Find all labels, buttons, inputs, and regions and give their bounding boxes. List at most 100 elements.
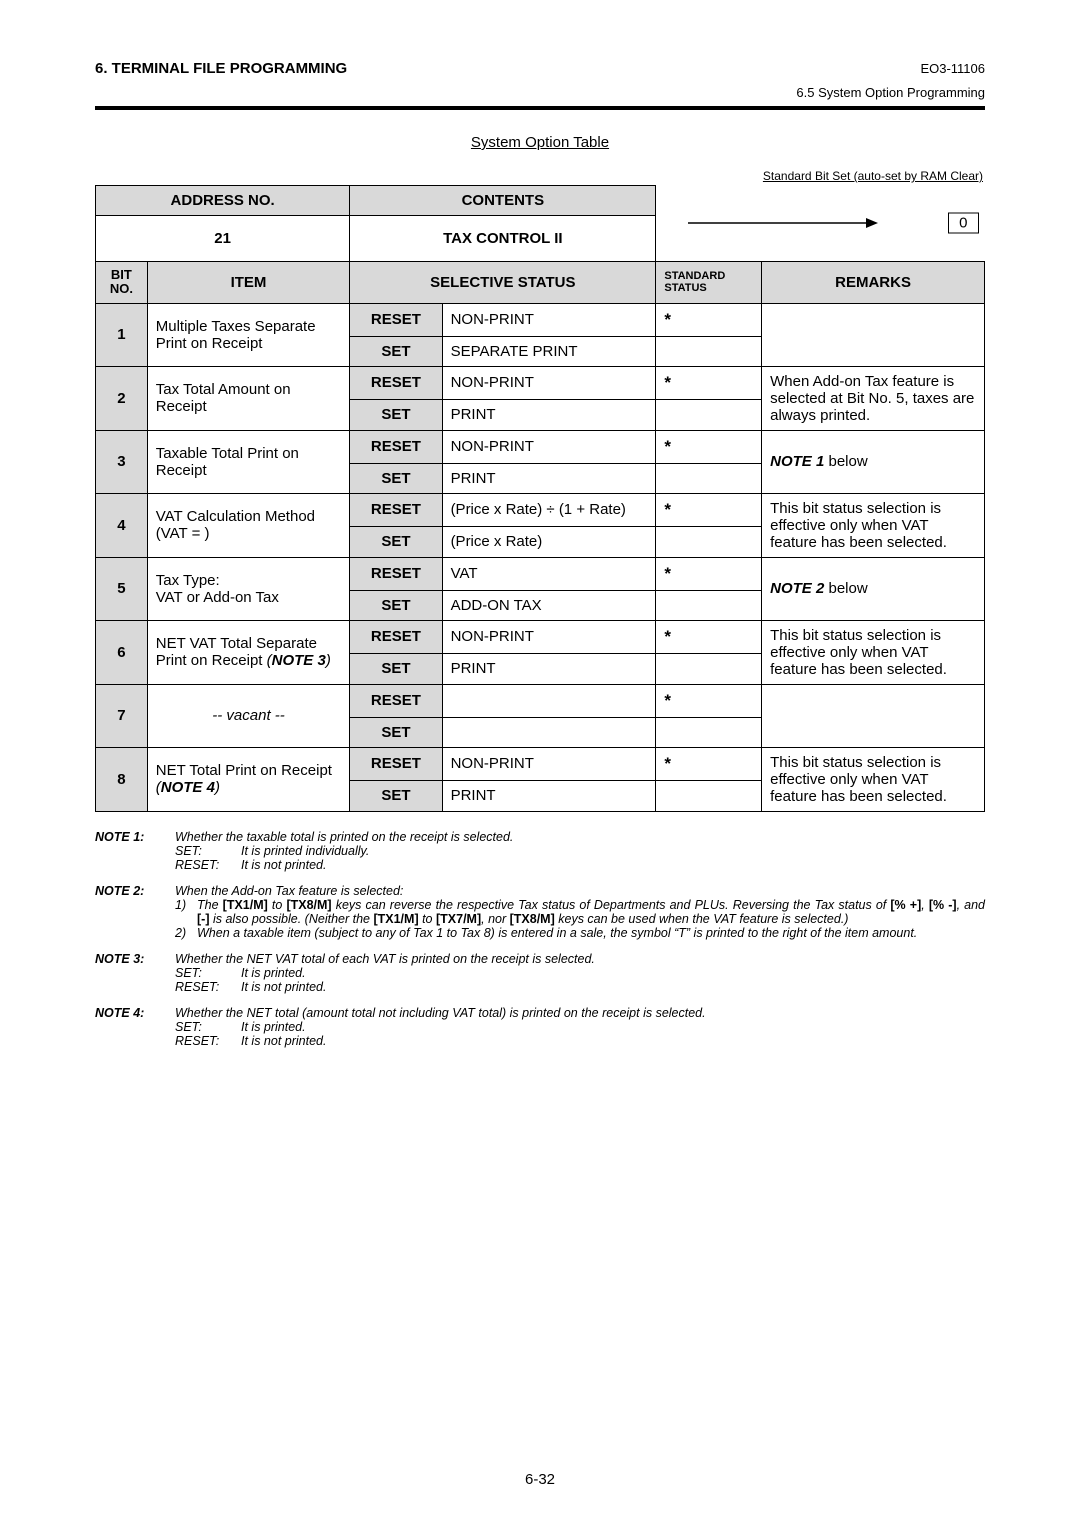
doc-code: EO3-11106 <box>920 61 985 76</box>
address-value: 21 <box>96 216 350 262</box>
reset-value <box>442 684 656 717</box>
set-value <box>442 717 656 747</box>
standard-status-star: * <box>656 303 762 336</box>
reset-label: RESET <box>350 620 442 654</box>
remarks-cell: This bit status selection is effective o… <box>762 620 985 684</box>
note-body: Whether the NET total (amount total not … <box>175 1006 985 1048</box>
set-label: SET <box>350 527 442 557</box>
bit-no: 7 <box>96 684 148 747</box>
reset-value: NON-PRINT <box>442 366 656 400</box>
table-title: System Option Table <box>95 134 985 151</box>
reset-label: RESET <box>350 684 442 717</box>
contents-value: TAX CONTROL II <box>350 216 656 262</box>
reset-label: RESET <box>350 303 442 336</box>
sub-section: 6.5 System Option Programming <box>95 85 985 100</box>
notes-section: NOTE 1:Whether the taxable total is prin… <box>95 830 985 1048</box>
set-label: SET <box>350 654 442 684</box>
remarks-cell: When Add-on Tax feature is selected at B… <box>762 366 985 430</box>
header-rule <box>95 106 985 110</box>
col-selective-status: SELECTIVE STATUS <box>350 262 656 304</box>
item-cell: VAT Calculation Method (VAT = ) <box>147 493 350 557</box>
set-label: SET <box>350 463 442 493</box>
set-value: PRINT <box>442 781 656 811</box>
standard-status-empty <box>656 590 762 620</box>
col-bit-no: BIT NO. <box>96 262 148 304</box>
standard-status-empty <box>656 781 762 811</box>
set-label: SET <box>350 781 442 811</box>
standard-status-star: * <box>656 557 762 590</box>
reset-value: VAT <box>442 557 656 590</box>
item-cell: -- vacant -- <box>147 684 350 747</box>
bit-no: 4 <box>96 493 148 557</box>
standard-status-empty <box>656 463 762 493</box>
set-value: (Price x Rate) <box>442 527 656 557</box>
option-table: ADDRESS NO. CONTENTS 0 21 TAX CONTROL II… <box>95 185 985 812</box>
bitset-label: Standard Bit Set (auto-set by RAM Clear) <box>95 169 983 183</box>
remarks-cell: NOTE 1 below <box>762 430 985 493</box>
standard-status-star: * <box>656 747 762 781</box>
standard-status-empty <box>656 527 762 557</box>
standard-status-empty <box>656 654 762 684</box>
item-cell: Tax Type: VAT or Add-on Tax <box>147 557 350 620</box>
note-body: Whether the taxable total is printed on … <box>175 830 985 872</box>
item-cell: NET Total Print on Receipt (NOTE 4) <box>147 747 350 811</box>
arrow-icon <box>688 216 878 230</box>
item-cell: Taxable Total Print on Receipt <box>147 430 350 493</box>
bit-no: 2 <box>96 366 148 430</box>
standard-status-star: * <box>656 684 762 717</box>
reset-value: NON-PRINT <box>442 303 656 336</box>
standard-status-star: * <box>656 620 762 654</box>
item-cell: NET VAT Total Separate Print on Receipt … <box>147 620 350 684</box>
bit-no: 3 <box>96 430 148 493</box>
col-address-no: ADDRESS NO. <box>96 186 350 216</box>
remarks-cell: NOTE 2 below <box>762 557 985 620</box>
bit-no: 5 <box>96 557 148 620</box>
set-value: PRINT <box>442 654 656 684</box>
remarks-cell <box>762 303 985 366</box>
reset-label: RESET <box>350 430 442 463</box>
item-cell: Multiple Taxes Separate Print on Receipt <box>147 303 350 366</box>
note-label: NOTE 3: <box>95 952 175 994</box>
set-value: SEPARATE PRINT <box>442 336 656 366</box>
set-value: PRINT <box>442 463 656 493</box>
reset-label: RESET <box>350 366 442 400</box>
col-remarks: REMARKS <box>762 262 985 304</box>
col-contents: CONTENTS <box>350 186 656 216</box>
set-value: ADD-ON TAX <box>442 590 656 620</box>
reset-value: NON-PRINT <box>442 620 656 654</box>
set-value: PRINT <box>442 400 656 430</box>
arrow-value-box: 0 <box>948 213 978 234</box>
reset-value: NON-PRINT <box>442 747 656 781</box>
note-label: NOTE 4: <box>95 1006 175 1048</box>
bit-no: 1 <box>96 303 148 366</box>
set-label: SET <box>350 717 442 747</box>
remarks-cell: This bit status selection is effective o… <box>762 493 985 557</box>
bit-no: 8 <box>96 747 148 811</box>
standard-status-empty <box>656 336 762 366</box>
standard-status-empty <box>656 400 762 430</box>
page-number: 6-32 <box>0 1471 1080 1488</box>
set-label: SET <box>350 400 442 430</box>
col-standard-status: STANDARD STATUS <box>656 262 762 304</box>
note-body: Whether the NET VAT total of each VAT is… <box>175 952 985 994</box>
reset-value: (Price x Rate) ÷ (1 + Rate) <box>442 493 656 527</box>
note-body: When the Add-on Tax feature is selected:… <box>175 884 985 940</box>
note-label: NOTE 1: <box>95 830 175 872</box>
set-label: SET <box>350 336 442 366</box>
remarks-cell: This bit status selection is effective o… <box>762 747 985 811</box>
reset-label: RESET <box>350 493 442 527</box>
remarks-cell <box>762 684 985 747</box>
set-label: SET <box>350 590 442 620</box>
item-cell: Tax Total Amount on Receipt <box>147 366 350 430</box>
standard-status-star: * <box>656 430 762 463</box>
reset-label: RESET <box>350 747 442 781</box>
col-item: ITEM <box>147 262 350 304</box>
reset-label: RESET <box>350 557 442 590</box>
reset-value: NON-PRINT <box>442 430 656 463</box>
note-label: NOTE 2: <box>95 884 175 940</box>
standard-status-star: * <box>656 366 762 400</box>
standard-status-star: * <box>656 493 762 527</box>
standard-status-empty <box>656 717 762 747</box>
bit-no: 6 <box>96 620 148 684</box>
section-title: 6. TERMINAL FILE PROGRAMMING <box>95 60 347 77</box>
